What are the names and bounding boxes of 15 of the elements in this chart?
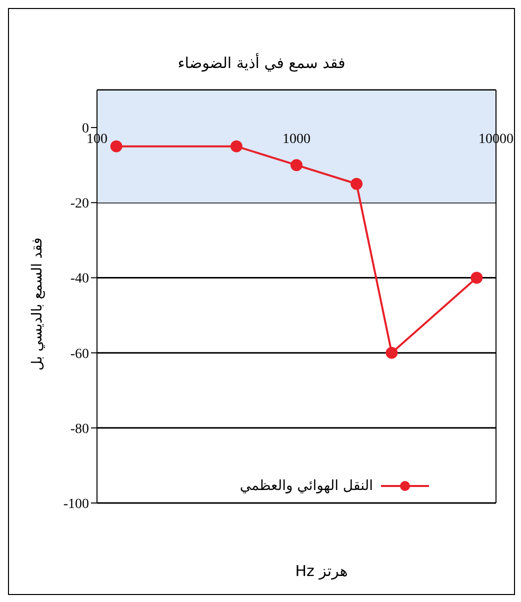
x-tick-label: 1000 (282, 132, 310, 148)
x-axis-title: Hz هرتز (294, 562, 349, 580)
point (290, 159, 302, 172)
point (350, 178, 363, 190)
legend-label: النقل الهوائي والعظمي (240, 478, 373, 494)
y-tick-label: -60 (70, 346, 89, 362)
y-tick-label: -40 (70, 272, 89, 287)
y-tick-label: -100 (63, 496, 89, 512)
y-tick-label: -80 (70, 422, 89, 437)
y-tick-label: -20 (70, 196, 89, 212)
point (470, 272, 483, 284)
y-axis-title: فقد السمع بالديسي بل (29, 238, 45, 370)
point (230, 140, 242, 152)
chart-title: فقد سمع في أذية الضوضاء (176, 54, 346, 72)
y-tick-label: 0 (82, 122, 89, 137)
